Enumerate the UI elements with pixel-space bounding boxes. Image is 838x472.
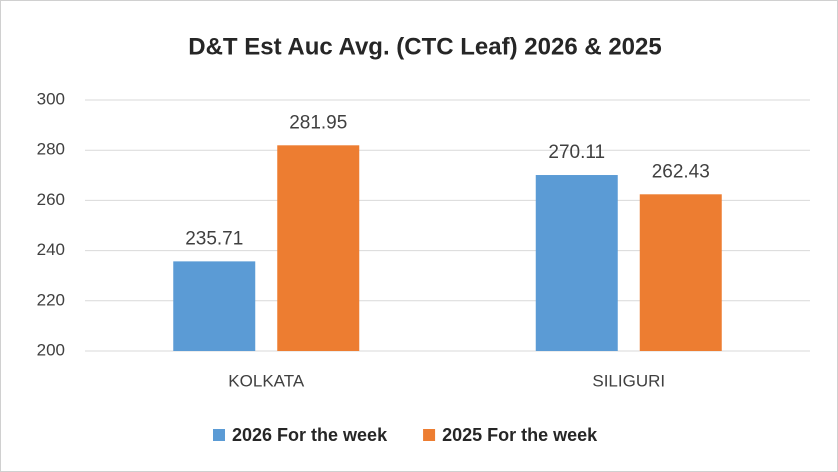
data-label: 262.43 — [652, 161, 710, 182]
legend-swatch — [213, 429, 225, 441]
data-label: 235.71 — [185, 228, 243, 249]
legend-swatch — [423, 429, 436, 441]
y-tick-label: 260 — [37, 190, 65, 209]
bar — [277, 145, 360, 351]
legend-label: 2025 For the week — [442, 425, 598, 445]
x-tick-label: SILIGURI — [592, 371, 665, 390]
chart-title: D&T Est Auc Avg. (CTC Leaf) 2026 & 2025 — [188, 33, 661, 60]
legend-label: 2026 For the week — [232, 425, 388, 445]
bar — [173, 261, 256, 351]
y-tick-label: 280 — [37, 140, 65, 159]
data-label: 270.11 — [548, 142, 605, 163]
y-tick-label: 220 — [37, 290, 65, 309]
y-tick-label: 240 — [37, 240, 65, 259]
y-tick-label: 300 — [37, 89, 65, 108]
data-label: 281.95 — [289, 112, 347, 133]
bar — [535, 175, 618, 351]
bar — [639, 194, 722, 351]
x-tick-label: KOLKATA — [228, 371, 305, 390]
y-tick-label: 200 — [37, 340, 65, 359]
